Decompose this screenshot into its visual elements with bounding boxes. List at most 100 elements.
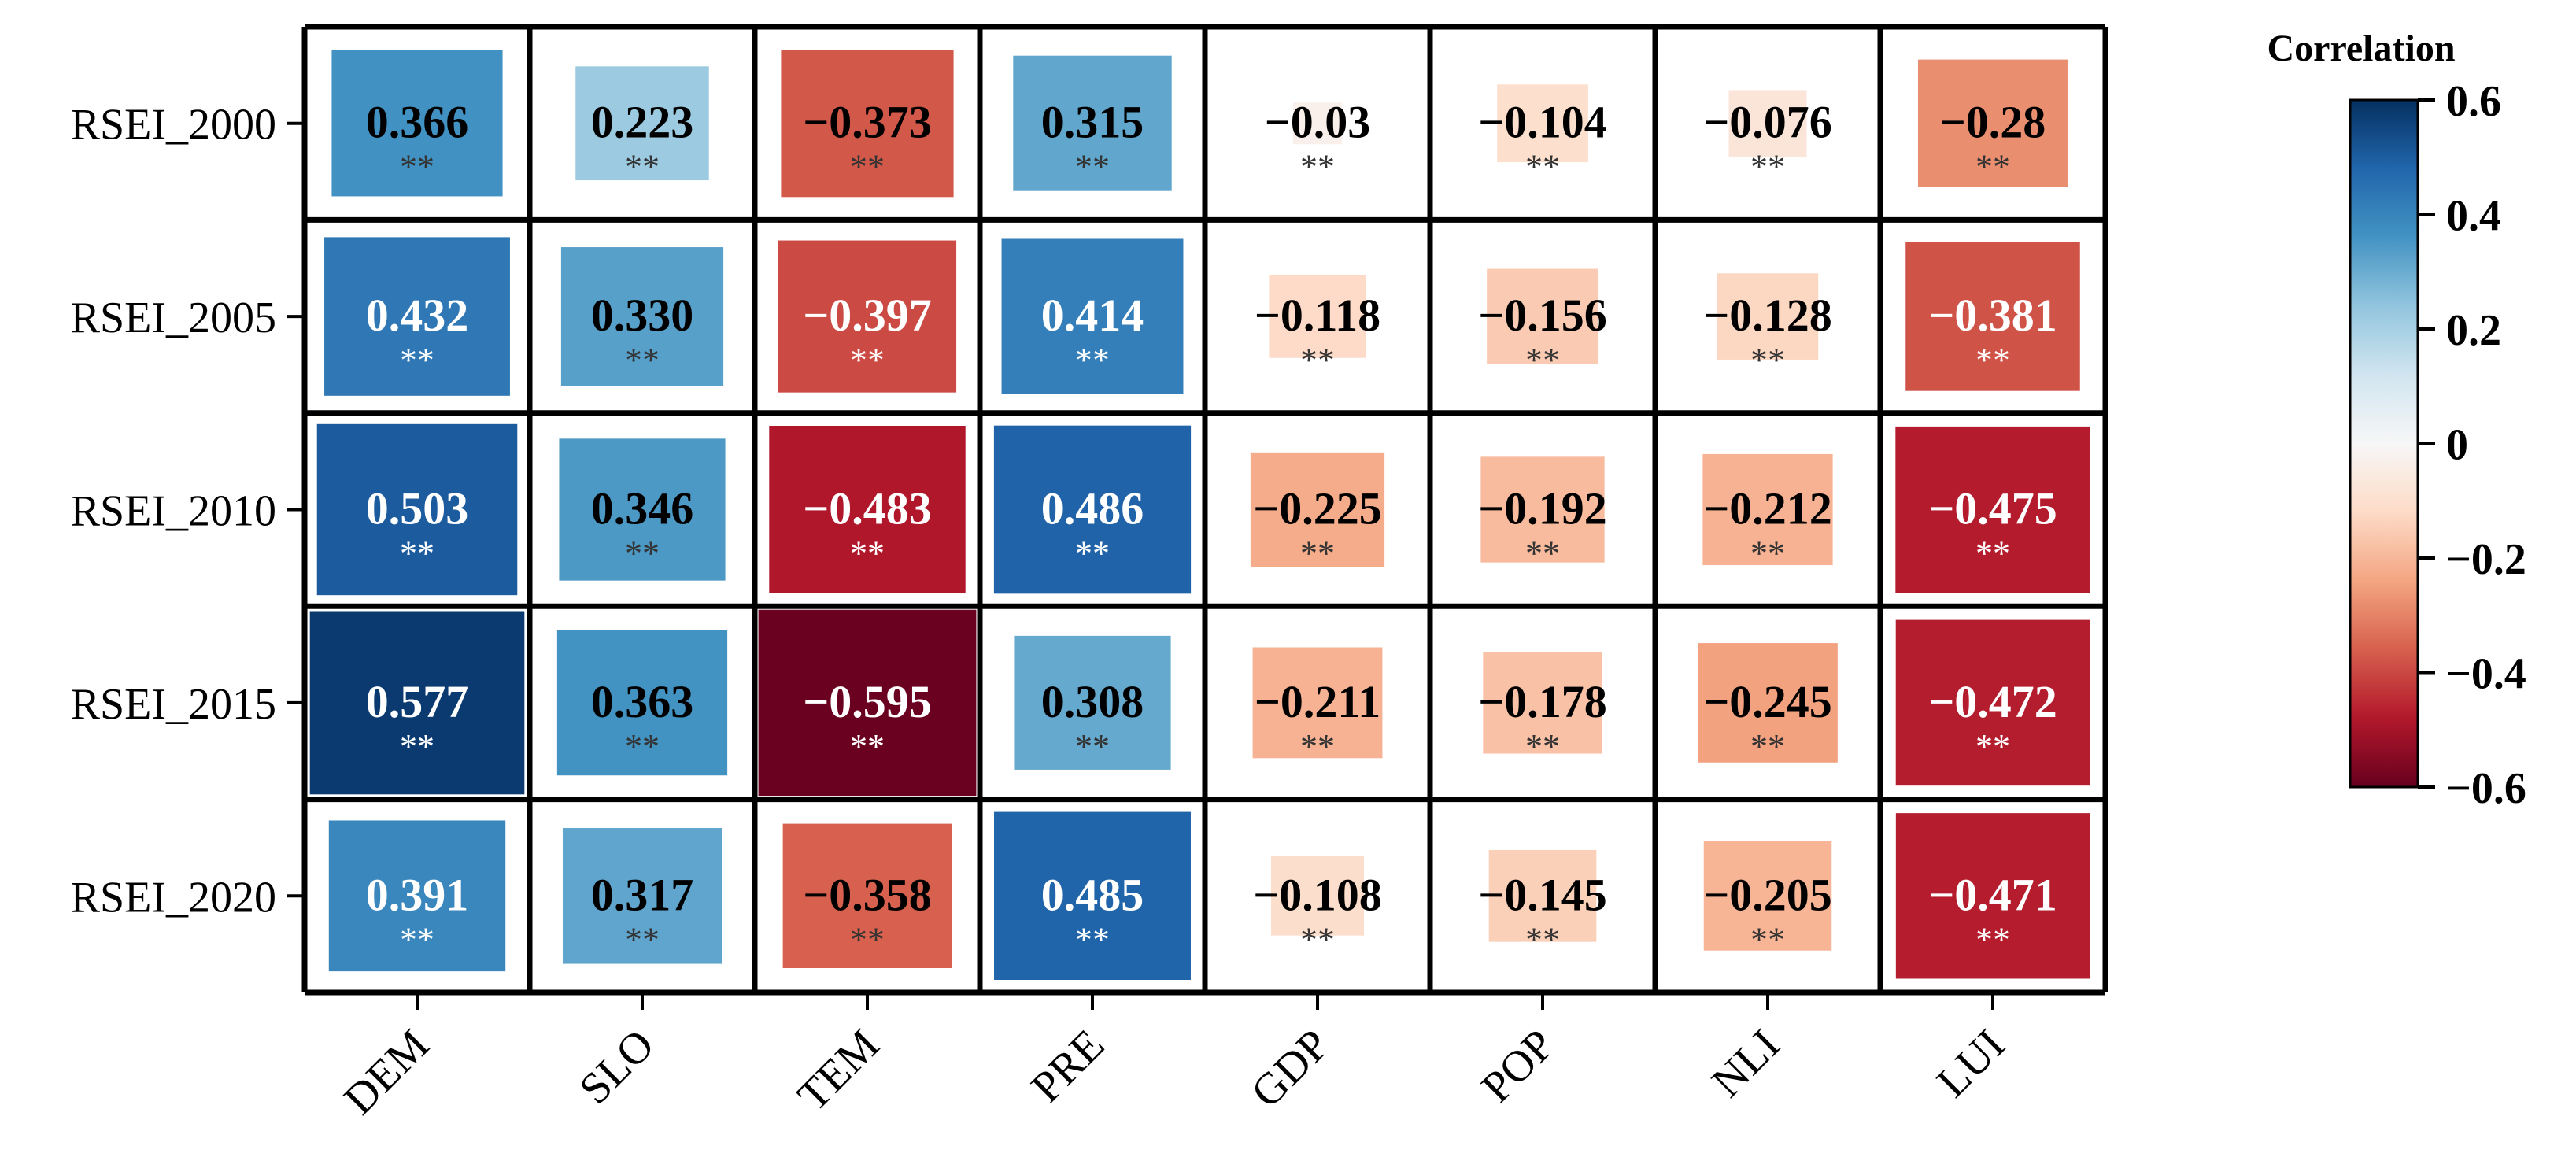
cell-value-label: −0.104 (1478, 97, 1607, 148)
heatmap-cell-nli-0 (1728, 90, 1807, 157)
cell-significance-label: ** (1300, 148, 1335, 187)
heatmap-cell-gdp-0 (1292, 102, 1343, 145)
cell-value-label: 0.414 (1041, 290, 1144, 341)
cell-value-label: −0.076 (1703, 97, 1832, 148)
cell-significance-label: ** (625, 727, 660, 766)
cell-significance-label: ** (400, 920, 434, 959)
cell-significance-label: ** (625, 341, 660, 379)
cell-significance-label: ** (1525, 341, 1560, 379)
cell-significance-label: ** (1750, 534, 1785, 573)
cell-significance-label: ** (1975, 148, 2010, 187)
heatmap-cell-tem-1 (778, 240, 957, 393)
cell-significance-label: ** (1525, 148, 1560, 187)
colorbar-title: Correlation (2267, 28, 2455, 69)
x-tick-label: SLO (571, 1020, 664, 1114)
heatmap-cell-dem-3 (309, 611, 525, 795)
cell-value-label: −0.145 (1478, 869, 1607, 920)
x-tick-label: GDP (1242, 1020, 1339, 1117)
cell-significance-label: ** (1075, 341, 1110, 379)
cell-value-label: 0.317 (591, 869, 694, 920)
heatmap-grid (301, 24, 2108, 996)
heatmap-cell-pop-1 (1487, 268, 1598, 364)
x-tick-label: LUI (1927, 1020, 2014, 1107)
heatmap-cell-pop-3 (1483, 652, 1602, 754)
heatmap-cell-nli-3 (1698, 643, 1838, 763)
cell-significance-label: ** (850, 534, 885, 573)
cell-value-label: −0.381 (1928, 290, 2057, 341)
cell-significance-label: ** (1075, 920, 1110, 959)
heatmap-cell-lui-1 (1905, 242, 2080, 391)
cell-value-label: −0.397 (803, 290, 932, 341)
cell-value-label: −0.178 (1478, 676, 1607, 727)
cell-significance-label: ** (1300, 727, 1335, 766)
cell-significance-label: ** (400, 534, 434, 573)
y-tick-label: RSEI_2010 (71, 487, 276, 536)
cell-value-label: 0.330 (591, 290, 694, 341)
heatmap-cell-slo-0 (575, 66, 709, 181)
x-tick-label: TEM (789, 1020, 889, 1120)
colorbar-tick-label: −0.2 (2446, 535, 2526, 584)
heatmap-cell-pop-4 (1488, 849, 1597, 942)
cell-value-label: 0.223 (591, 97, 694, 148)
heatmap-cell-slo-2 (559, 438, 726, 581)
heatmap-cell-nli-4 (1703, 841, 1832, 951)
y-tick-label: RSEI_2015 (71, 680, 276, 729)
cell-value-label: −0.245 (1703, 676, 1832, 727)
heatmap-cell-nli-1 (1717, 273, 1819, 360)
cell-significance-label: ** (1750, 148, 1785, 187)
heatmap-cell-pop-0 (1497, 84, 1588, 163)
x-tick-label: PRE (1022, 1020, 1114, 1111)
cell-significance-label: ** (1975, 920, 2010, 959)
cell-value-label: 0.391 (366, 869, 469, 920)
cell-significance-label: ** (850, 727, 885, 766)
heatmap-cell-slo-4 (562, 828, 723, 964)
heatmap-cell-lui-2 (1895, 426, 2090, 593)
heatmap-cell-dem-4 (328, 820, 506, 972)
cell-significance-label: ** (1750, 920, 1785, 959)
cell-significance-label: ** (1300, 534, 1335, 573)
heatmap-cell-lui-0 (1918, 59, 2068, 187)
x-tick-label: DEM (334, 1020, 438, 1124)
y-tick-label: RSEI_2005 (71, 294, 276, 342)
cell-value-label: 0.308 (1041, 676, 1144, 727)
heatmap-cell-pre-1 (1001, 238, 1184, 394)
heatmap-cell-gdp-1 (1269, 275, 1366, 358)
colorbar-tick-label: −0.4 (2446, 650, 2526, 699)
heatmap-cell-tem-4 (782, 823, 952, 968)
cell-significance-label: ** (1975, 341, 2010, 379)
cell-significance-label: ** (1750, 727, 1785, 766)
cell-significance-label: ** (625, 534, 660, 573)
colorbar-tick-label: 0 (2446, 421, 2468, 470)
cell-significance-label: ** (400, 727, 434, 766)
cell-significance-label: ** (1975, 534, 2010, 573)
cell-value-label: 0.346 (591, 483, 694, 534)
cell-value-label: −0.28 (1940, 97, 2046, 148)
cell-value-label: −0.108 (1253, 869, 1382, 920)
x-tick-label: POP (1473, 1020, 1564, 1111)
heatmap-cell-dem-0 (331, 50, 503, 197)
cell-value-label: −0.03 (1265, 97, 1371, 148)
heatmap-cell-gdp-3 (1252, 647, 1383, 759)
cell-significance-label: ** (1300, 920, 1335, 959)
cell-value-label: 0.577 (366, 676, 469, 727)
cell-significance-label: ** (1300, 341, 1335, 379)
y-tick-label: RSEI_2000 (71, 101, 276, 150)
cell-value-label: 0.432 (366, 290, 469, 341)
cell-significance-label: ** (1525, 920, 1560, 959)
cell-value-label: −0.595 (803, 676, 932, 727)
cell-significance-label: ** (850, 341, 885, 379)
cell-value-label: −0.205 (1703, 869, 1832, 920)
heatmap-cells: 0.366**0.223**−0.373**0.315**−0.03**−0.1… (309, 50, 2090, 981)
heatmap-cell-lui-3 (1895, 619, 2090, 786)
cell-significance-label: ** (625, 148, 660, 187)
cell-value-label: −0.483 (803, 483, 932, 534)
cell-value-label: −0.472 (1928, 676, 2057, 727)
cell-value-label: −0.475 (1928, 483, 2057, 534)
x-tick-label: NLI (1702, 1020, 1789, 1107)
cell-value-label: 0.486 (1041, 483, 1144, 534)
heatmap-cell-tem-3 (758, 609, 977, 797)
colorbar-tick-label: 0.4 (2446, 192, 2501, 241)
heatmap-cell-pop-2 (1480, 456, 1605, 563)
cell-significance-label: ** (850, 920, 885, 959)
cell-value-label: 0.366 (366, 97, 469, 148)
